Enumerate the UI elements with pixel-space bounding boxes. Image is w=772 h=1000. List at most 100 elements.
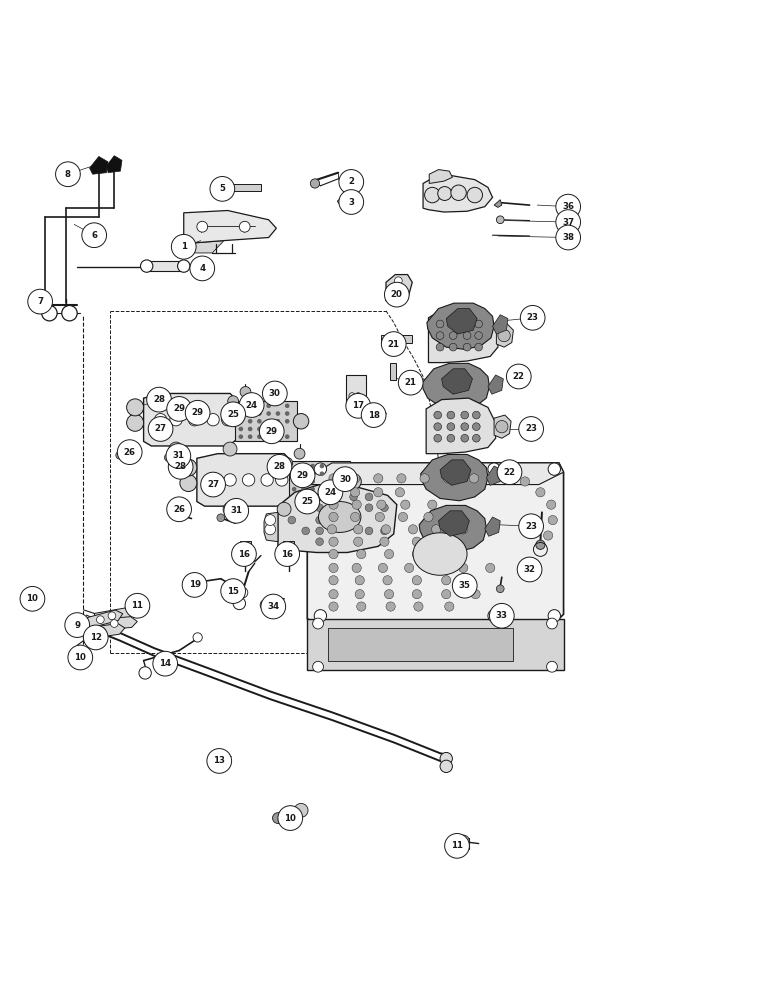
Circle shape bbox=[127, 414, 144, 431]
Circle shape bbox=[267, 454, 292, 479]
Circle shape bbox=[401, 500, 410, 509]
Circle shape bbox=[442, 590, 451, 599]
Polygon shape bbox=[90, 156, 108, 174]
Circle shape bbox=[239, 419, 243, 424]
Circle shape bbox=[316, 504, 323, 512]
Circle shape bbox=[355, 576, 364, 585]
Circle shape bbox=[141, 260, 153, 272]
Circle shape bbox=[83, 625, 108, 650]
Circle shape bbox=[432, 525, 441, 534]
Circle shape bbox=[449, 343, 457, 351]
Text: 29: 29 bbox=[266, 427, 278, 436]
Circle shape bbox=[68, 645, 93, 670]
Circle shape bbox=[310, 464, 315, 468]
Circle shape bbox=[475, 332, 482, 339]
Circle shape bbox=[397, 474, 406, 483]
Circle shape bbox=[436, 343, 444, 351]
Polygon shape bbox=[84, 624, 125, 639]
Polygon shape bbox=[486, 466, 502, 485]
Circle shape bbox=[261, 594, 286, 619]
Circle shape bbox=[239, 393, 264, 417]
Circle shape bbox=[496, 585, 504, 593]
Circle shape bbox=[292, 471, 296, 476]
Circle shape bbox=[320, 495, 324, 499]
Circle shape bbox=[186, 577, 200, 591]
Circle shape bbox=[472, 423, 480, 431]
Circle shape bbox=[442, 576, 451, 585]
Circle shape bbox=[313, 618, 323, 629]
Circle shape bbox=[266, 419, 271, 424]
Text: 24: 24 bbox=[324, 488, 337, 497]
Circle shape bbox=[377, 500, 386, 509]
Circle shape bbox=[517, 557, 542, 582]
Circle shape bbox=[276, 411, 280, 416]
Polygon shape bbox=[438, 511, 469, 536]
Circle shape bbox=[488, 610, 500, 622]
Polygon shape bbox=[429, 170, 452, 183]
Bar bbox=[360, 405, 366, 417]
Polygon shape bbox=[419, 505, 486, 552]
Circle shape bbox=[412, 537, 422, 546]
Text: 24: 24 bbox=[245, 401, 258, 410]
Circle shape bbox=[293, 414, 309, 429]
Circle shape bbox=[452, 573, 477, 598]
Circle shape bbox=[232, 542, 256, 566]
Circle shape bbox=[265, 515, 276, 525]
Circle shape bbox=[547, 618, 557, 629]
Polygon shape bbox=[386, 275, 412, 303]
Circle shape bbox=[350, 493, 357, 501]
Circle shape bbox=[395, 488, 405, 497]
Circle shape bbox=[169, 442, 183, 456]
Bar bbox=[289, 461, 350, 502]
Polygon shape bbox=[427, 303, 494, 349]
Circle shape bbox=[447, 434, 455, 442]
Text: 3: 3 bbox=[348, 198, 354, 207]
Circle shape bbox=[496, 216, 504, 224]
Circle shape bbox=[197, 221, 208, 232]
Circle shape bbox=[548, 610, 560, 622]
Circle shape bbox=[394, 277, 402, 285]
Circle shape bbox=[314, 463, 327, 475]
Circle shape bbox=[154, 414, 167, 426]
Circle shape bbox=[147, 387, 171, 412]
Circle shape bbox=[316, 493, 323, 501]
Circle shape bbox=[248, 434, 252, 439]
Polygon shape bbox=[278, 485, 397, 552]
Circle shape bbox=[182, 573, 207, 597]
Circle shape bbox=[116, 451, 124, 459]
Text: 34: 34 bbox=[267, 602, 279, 611]
Circle shape bbox=[237, 587, 248, 598]
Circle shape bbox=[556, 194, 581, 219]
Circle shape bbox=[257, 427, 262, 431]
Text: 11: 11 bbox=[131, 601, 144, 610]
Text: 10: 10 bbox=[74, 653, 86, 662]
Circle shape bbox=[221, 579, 245, 603]
Circle shape bbox=[463, 343, 471, 351]
Circle shape bbox=[248, 411, 252, 416]
Circle shape bbox=[56, 162, 80, 187]
Circle shape bbox=[302, 504, 310, 512]
Circle shape bbox=[239, 434, 243, 439]
Polygon shape bbox=[83, 610, 123, 629]
Circle shape bbox=[543, 531, 553, 540]
Circle shape bbox=[352, 563, 361, 573]
Text: 11: 11 bbox=[451, 841, 463, 850]
Bar bbox=[328, 628, 513, 661]
Circle shape bbox=[424, 512, 433, 522]
Circle shape bbox=[438, 187, 452, 200]
Circle shape bbox=[62, 305, 77, 321]
Circle shape bbox=[164, 454, 172, 461]
Circle shape bbox=[320, 464, 324, 468]
Polygon shape bbox=[96, 617, 137, 630]
Circle shape bbox=[273, 813, 283, 823]
Text: 29: 29 bbox=[173, 404, 185, 413]
Text: 17: 17 bbox=[352, 401, 364, 410]
Circle shape bbox=[440, 760, 452, 773]
Circle shape bbox=[108, 612, 116, 620]
Text: 28: 28 bbox=[273, 462, 286, 471]
Circle shape bbox=[461, 411, 469, 419]
Circle shape bbox=[139, 667, 151, 679]
Circle shape bbox=[329, 576, 338, 585]
Circle shape bbox=[434, 423, 442, 431]
Circle shape bbox=[447, 423, 455, 431]
